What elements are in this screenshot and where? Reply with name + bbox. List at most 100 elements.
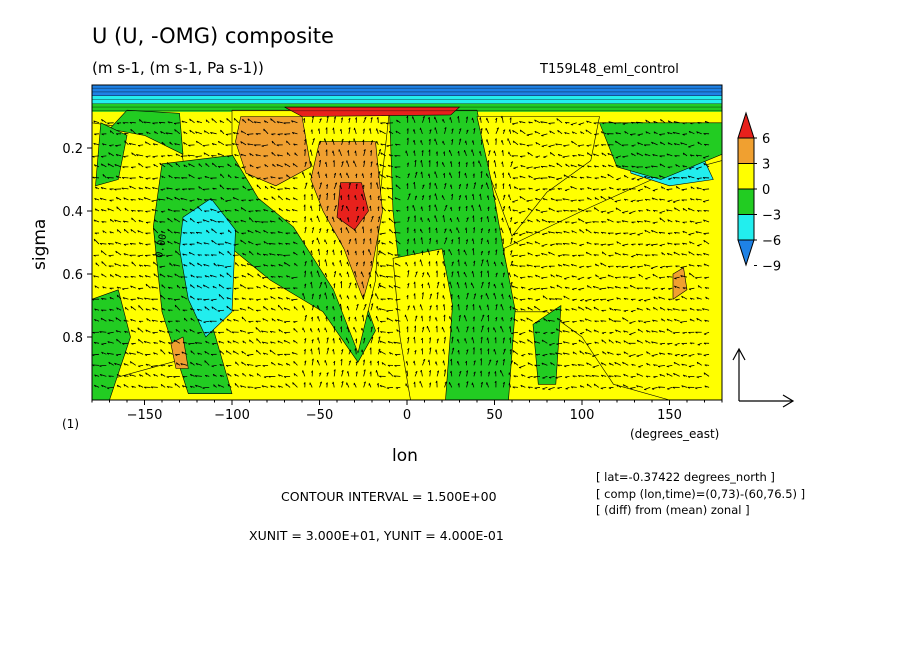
vector-arrow — [449, 149, 453, 157]
vector-arrow — [407, 238, 409, 245]
vector-arrow — [302, 171, 306, 179]
vector-arrow-head — [319, 118, 322, 121]
vector-arrow — [107, 163, 114, 168]
vector-arrow-head — [451, 128, 454, 131]
vector-arrow-head — [261, 341, 265, 344]
vector-arrow-head — [413, 228, 416, 231]
vector-arrow-head — [249, 164, 252, 167]
vector-arrow-head — [501, 150, 504, 153]
x-axis-units: (degrees_east) — [630, 427, 720, 441]
vector-arrow-head — [449, 117, 451, 120]
vector-arrow-head — [269, 330, 273, 333]
vector-arrow — [572, 131, 577, 135]
vector-arrow — [644, 153, 651, 157]
vector-arrow — [434, 171, 438, 179]
vector-arrow-head — [168, 175, 171, 178]
vector-arrow — [341, 349, 344, 355]
vector-arrow-head — [495, 117, 498, 120]
vector-arrow — [165, 132, 173, 135]
vector-arrow — [622, 155, 629, 158]
vector-arrow-head — [637, 266, 640, 268]
vector-arrow-head — [534, 305, 536, 309]
vector-arrow — [160, 131, 166, 135]
vector-arrow — [622, 165, 629, 168]
vector-arrow-head — [428, 227, 431, 230]
vector-arrow-head — [666, 365, 670, 368]
vector-arrow — [480, 336, 483, 344]
vector-arrow-head — [303, 382, 306, 385]
vector-arrow-head — [622, 189, 625, 191]
vector-arrow — [562, 320, 570, 323]
vector-arrow-head — [451, 271, 454, 274]
vector-arrow — [658, 231, 666, 234]
vector-arrow-head — [108, 265, 111, 268]
vector-arrow-head — [512, 234, 516, 236]
vector-arrow-head — [263, 209, 266, 212]
vector-arrow — [534, 387, 541, 389]
vector-arrow-head — [659, 163, 662, 166]
vector-arrow-head — [501, 217, 503, 221]
vector-arrow-head — [326, 337, 329, 340]
vector-arrow-head — [240, 153, 243, 157]
vector-arrow-head — [211, 306, 214, 309]
vector-arrow — [578, 218, 585, 223]
vector-arrow — [570, 164, 577, 168]
vector-arrow-head — [486, 259, 488, 263]
x-tick-label: −50 — [306, 408, 333, 423]
vector-arrow-head — [435, 270, 438, 273]
vector-arrow-head — [219, 120, 222, 123]
vector-arrow — [644, 185, 651, 190]
vector-arrow-head — [548, 251, 551, 255]
vector-arrow-head — [182, 309, 185, 312]
vector-arrow-head — [534, 322, 538, 324]
vector-arrow — [108, 361, 114, 366]
vector-arrow — [628, 353, 636, 357]
vector-arrow-head — [217, 221, 220, 224]
vector-arrow — [348, 182, 351, 190]
vector-arrow-head — [248, 210, 251, 213]
vector-arrow-head — [263, 120, 266, 123]
vector-arrow — [667, 252, 673, 256]
vector-arrow — [688, 251, 695, 256]
vector-arrow-head — [116, 373, 119, 377]
vector-arrow — [527, 207, 533, 212]
vector-arrow — [173, 231, 180, 234]
vector-arrow-head — [284, 332, 287, 334]
vector-arrow-head — [249, 374, 251, 377]
vector-arrow-head — [262, 318, 265, 321]
x-tick-label: −150 — [127, 408, 163, 423]
vector-arrow — [262, 318, 269, 322]
vector-arrow-head — [666, 328, 669, 332]
vector-arrow — [436, 227, 438, 234]
vector-arrow-head — [255, 154, 258, 157]
vector-arrow-head — [542, 233, 545, 236]
vector-arrow-head — [241, 166, 244, 169]
vector-arrow-head — [348, 316, 351, 319]
vector-arrow — [450, 326, 453, 333]
vector-arrow — [310, 271, 313, 278]
vector-arrow — [429, 315, 431, 322]
vector-arrow — [414, 171, 418, 179]
vector-arrow-head — [325, 173, 327, 177]
vector-arrow-head — [594, 197, 597, 200]
vector-arrow — [255, 364, 261, 367]
vector-arrow-head — [264, 164, 266, 167]
vector-arrow — [591, 375, 599, 377]
vector-arrow-head — [115, 133, 119, 136]
vector-arrow — [472, 117, 475, 123]
vector-arrow — [687, 207, 695, 212]
vector-arrow-head — [657, 365, 661, 368]
vector-arrow — [555, 352, 563, 355]
vector-arrow — [630, 133, 636, 135]
vector-arrow-head — [480, 336, 483, 339]
vector-arrow — [512, 350, 519, 355]
vector-arrow — [326, 205, 329, 212]
vector-arrow — [548, 231, 555, 234]
vector-arrow — [332, 293, 335, 300]
vector-arrow-head — [512, 130, 514, 133]
vector-arrow-head — [689, 318, 692, 322]
region-m3_to_0-1 — [92, 289, 131, 400]
vector-arrow-head — [145, 243, 148, 246]
vector-arrow-head — [109, 218, 112, 222]
vector-arrow-head — [681, 295, 684, 299]
